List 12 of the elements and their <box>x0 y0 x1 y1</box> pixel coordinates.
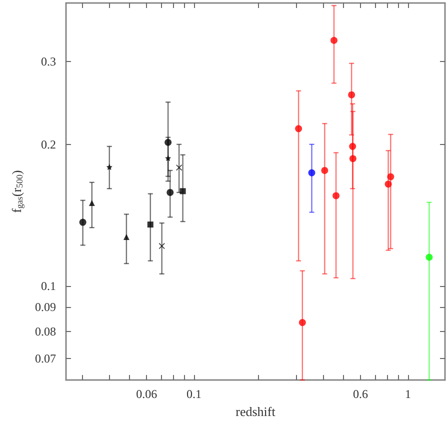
y-axis-title: fgas(r500) <box>9 170 24 213</box>
y-tick-label: 0.08 <box>35 324 56 338</box>
y-tick-label: 0.07 <box>35 352 56 366</box>
x-tick-label: 1 <box>404 387 411 401</box>
y-tick-label: 0.2 <box>41 137 56 152</box>
x-tick-label: 0.06 <box>136 387 158 401</box>
y-tick-label: 0.1 <box>41 278 56 293</box>
x-axis-title: redshift <box>236 404 276 419</box>
x-tick-label: 0.6 <box>353 387 368 401</box>
y-tick-label: 0.09 <box>35 300 56 314</box>
y-tick-label: 0.3 <box>41 54 56 69</box>
x-tick-label: 0.1 <box>186 387 202 401</box>
